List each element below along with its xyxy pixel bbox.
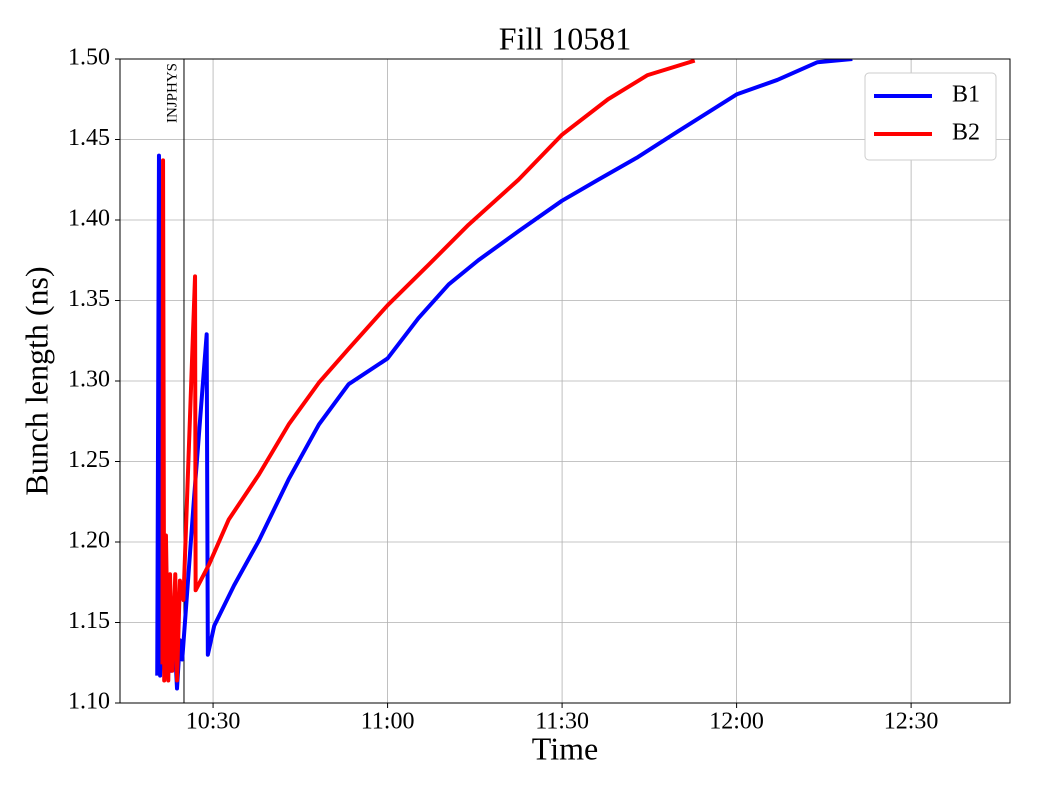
x-tick-label: 11:30: [535, 709, 589, 735]
x-axis-label: Time: [532, 730, 598, 766]
y-tick-label: 1.25: [68, 447, 110, 473]
legend-label: B2: [952, 120, 980, 146]
x-tick-label: 12:00: [709, 709, 764, 735]
y-tick-label: 1.15: [68, 608, 110, 634]
y-tick-label: 1.10: [68, 689, 110, 715]
y-axis-label: Bunch length (ns): [18, 266, 54, 495]
y-tick-label: 1.35: [68, 286, 110, 312]
x-tick-label: 12:30: [884, 709, 939, 735]
x-tick-label: 11:00: [361, 709, 415, 735]
series-line: [160, 59, 696, 683]
plot-frame: [119, 58, 1011, 704]
y-tick-label: 1.30: [68, 367, 110, 393]
y-tick-label: 1.40: [68, 206, 110, 232]
event-label: INJPHYS: [164, 63, 180, 123]
y-tick-label: 1.50: [68, 45, 110, 71]
series-line: [155, 59, 853, 691]
y-tick-label: 1.20: [68, 528, 110, 554]
plot-lines: [155, 59, 853, 691]
x-tick-label: 10:30: [186, 709, 241, 735]
y-tick-label: 1.45: [68, 125, 110, 151]
legend-label: B1: [952, 82, 980, 108]
chart-title: Fill 10581: [499, 20, 631, 56]
